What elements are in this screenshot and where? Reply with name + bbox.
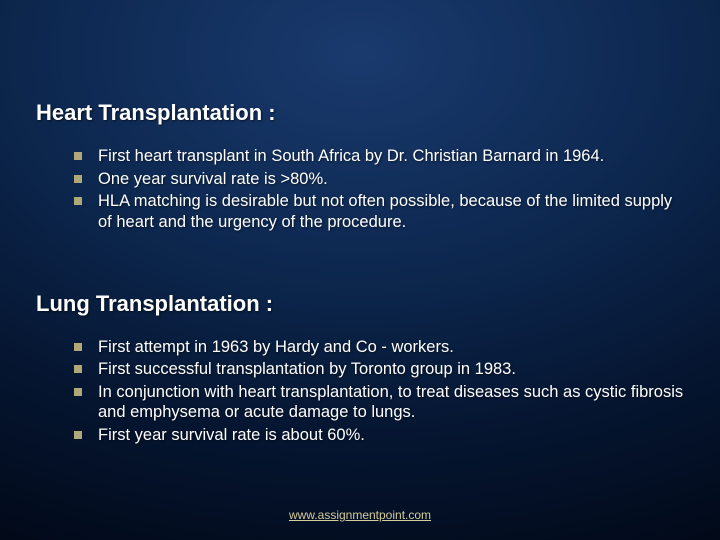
footer-link[interactable]: www.assignmentpoint.com (289, 508, 431, 522)
bullet-text: First year survival rate is about 60%. (98, 426, 365, 444)
list-item: First heart transplant in South Africa b… (74, 146, 684, 167)
square-bullet-icon (74, 152, 82, 160)
section-heart: Heart Transplantation : First heart tran… (36, 100, 684, 233)
list-item: In conjunction with heart transplantatio… (74, 382, 684, 423)
list-item: One year survival rate is >80%. (74, 169, 684, 190)
bullet-list-heart: First heart transplant in South Africa b… (36, 146, 684, 233)
list-item: First attempt in 1963 by Hardy and Co - … (74, 337, 684, 358)
section-title-heart: Heart Transplantation : (36, 100, 684, 126)
section-lung: Lung Transplantation : First attempt in … (36, 291, 684, 446)
bullet-text: First heart transplant in South Africa b… (98, 147, 604, 165)
list-item: First year survival rate is about 60%. (74, 425, 684, 446)
square-bullet-icon (74, 175, 82, 183)
bullet-text: First attempt in 1963 by Hardy and Co - … (98, 338, 454, 356)
square-bullet-icon (74, 365, 82, 373)
bullet-text: HLA matching is desirable but not often … (98, 192, 672, 231)
bullet-text: One year survival rate is >80%. (98, 170, 328, 188)
square-bullet-icon (74, 388, 82, 396)
bullet-text: First successful transplantation by Toro… (98, 360, 516, 378)
list-item: HLA matching is desirable but not often … (74, 191, 684, 232)
bullet-text: In conjunction with heart transplantatio… (98, 383, 683, 422)
list-item: First successful transplantation by Toro… (74, 359, 684, 380)
square-bullet-icon (74, 343, 82, 351)
square-bullet-icon (74, 197, 82, 205)
section-title-lung: Lung Transplantation : (36, 291, 684, 317)
bullet-list-lung: First attempt in 1963 by Hardy and Co - … (36, 337, 684, 446)
square-bullet-icon (74, 431, 82, 439)
